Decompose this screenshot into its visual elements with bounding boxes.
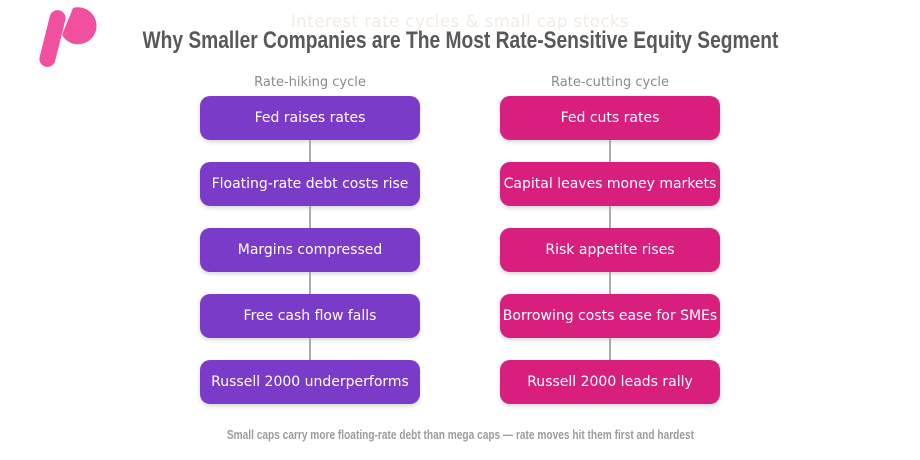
brand-logo [22,2,100,74]
column-header-rate-cutting: Rate-cutting cycle [551,74,669,90]
connector-line [309,140,311,162]
flow-step: Fed raises rates [200,96,420,140]
column-header-rate-hiking: Rate-hiking cycle [254,74,366,90]
flow-step: Russell 2000 leads rally [500,360,720,404]
connector-line [309,338,311,360]
connector-line [609,338,611,360]
flow-step: Borrowing costs ease for SMEs [500,294,720,338]
connector-line [309,206,311,228]
connector-line [609,206,611,228]
page-title: Why Smaller Companies are The Most Rate-… [142,27,778,54]
title-row: Why Smaller Companies are The Most Rate-… [0,27,920,55]
watermark-subtitle: Interest rate cycles & small cap stocks [290,12,630,31]
flow-step: Risk appetite rises [500,228,720,272]
flow-step: Russell 2000 underperforms [200,360,420,404]
flow-step: Margins compressed [200,228,420,272]
flow-step: Floating-rate debt costs rise [200,162,420,206]
connector-line [309,272,311,294]
flow-step: Fed cuts rates [500,96,720,140]
flow-step: Free cash flow falls [200,294,420,338]
connector-line [609,140,611,162]
footer-caption: Small caps carry more floating-rate debt… [226,427,694,442]
flow-step: Capital leaves money markets [500,162,720,206]
p-logo-icon [39,7,97,67]
connector-line [609,272,611,294]
caption-row: Small caps carry more floating-rate debt… [0,424,920,443]
flow-column-rate-cutting: Rate-cutting cycle Fed cuts rates Capita… [500,68,720,404]
flow-column-rate-hiking: Rate-hiking cycle Fed raises rates Float… [200,68,420,404]
